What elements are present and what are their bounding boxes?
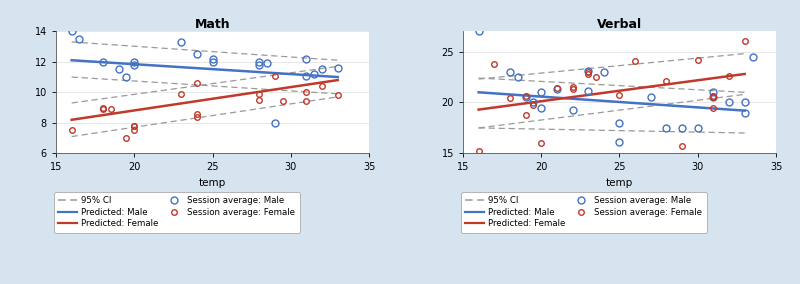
X-axis label: temp: temp: [606, 178, 633, 188]
Legend: 95% CI, Predicted: Male, Predicted: Female, Session average: Male, Session avera: 95% CI, Predicted: Male, Predicted: Fema…: [461, 192, 706, 233]
X-axis label: temp: temp: [199, 178, 226, 188]
Title: Verbal: Verbal: [597, 18, 642, 31]
Legend: 95% CI, Predicted: Male, Predicted: Female, Session average: Male, Session avera: 95% CI, Predicted: Male, Predicted: Fema…: [54, 192, 300, 233]
Title: Math: Math: [194, 18, 230, 31]
